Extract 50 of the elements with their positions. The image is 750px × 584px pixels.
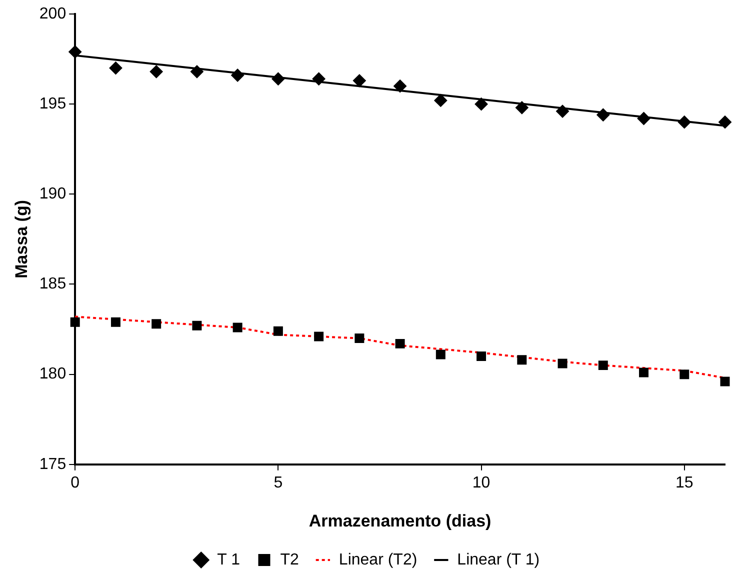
point [110, 317, 120, 327]
x-axis-title: Armazenamento (dias) [308, 511, 492, 530]
point [474, 98, 488, 111]
point [70, 317, 80, 327]
point [394, 80, 407, 93]
point [109, 62, 122, 75]
point [354, 334, 364, 344]
legend-label: T2 [280, 551, 300, 568]
x-tick-label: 5 [274, 474, 283, 492]
point [517, 355, 527, 365]
x-tick-label: 15 [675, 474, 694, 492]
point [598, 360, 608, 370]
point [152, 319, 162, 329]
y-tick-label: 200 [39, 5, 66, 22]
y-tick-label: 190 [39, 186, 66, 203]
point [312, 72, 326, 86]
point [434, 94, 448, 107]
point [558, 358, 568, 368]
point [272, 72, 285, 86]
y-tick-label: 195 [39, 95, 66, 112]
legend-label: Linear (T 1) [457, 551, 540, 568]
point [678, 116, 691, 129]
legend-label: T 1 [217, 551, 240, 568]
point [720, 376, 730, 386]
legend-label: Linear (T2) [338, 551, 418, 568]
point [639, 368, 649, 378]
point [192, 320, 202, 330]
point [395, 338, 405, 348]
point [680, 370, 690, 380]
point [515, 101, 528, 114]
y-axis-title: Massa (g) [12, 200, 31, 278]
point [232, 322, 242, 332]
y-tick-label: 180 [39, 366, 66, 383]
x-tick-label: 10 [472, 474, 490, 492]
point [352, 74, 366, 88]
point [190, 65, 204, 78]
point [314, 332, 324, 342]
point [476, 352, 486, 362]
y-tick-label: 175 [39, 456, 66, 473]
y-tick-label: 185 [39, 276, 66, 293]
point [231, 68, 244, 82]
point [718, 116, 732, 129]
point [556, 104, 570, 118]
point [273, 326, 283, 336]
point [150, 65, 163, 78]
point [596, 108, 610, 122]
point [637, 112, 650, 125]
x-tick-label: 0 [70, 474, 80, 492]
point [436, 350, 446, 360]
point [68, 45, 82, 58]
